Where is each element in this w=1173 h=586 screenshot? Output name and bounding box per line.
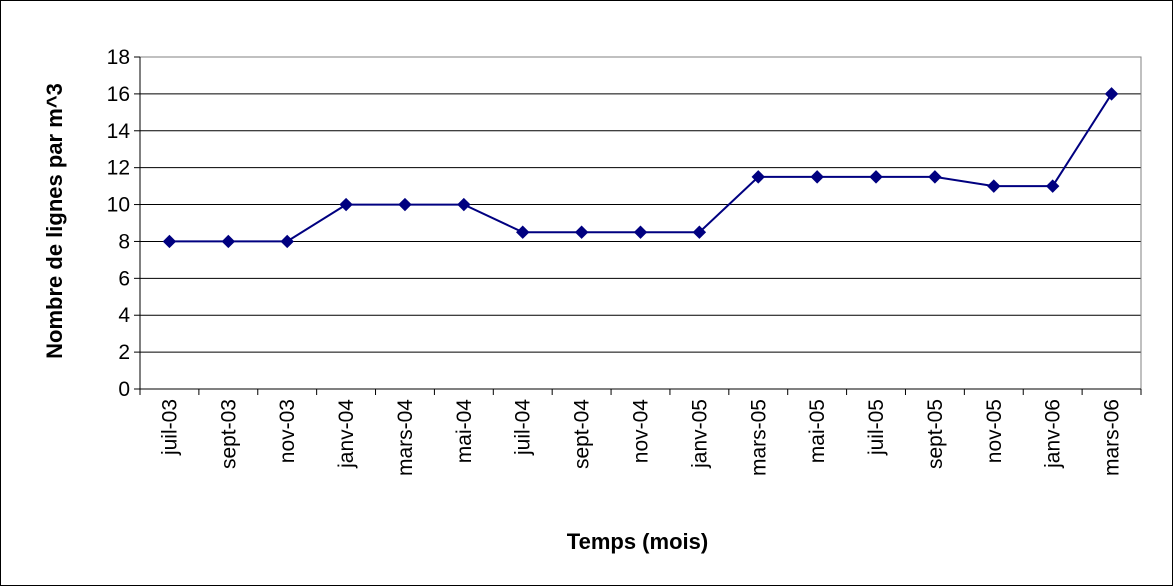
x-tick-label: janv-05 — [688, 399, 711, 469]
data-point-marker — [1045, 179, 1060, 193]
x-tick-label: mai-05 — [806, 399, 829, 463]
y-tick-label: 16 — [107, 83, 130, 106]
x-tick-label: sept-04 — [571, 399, 594, 469]
data-point-marker — [810, 170, 824, 184]
x-tick-label: juil-04 — [512, 399, 535, 456]
data-point-marker — [516, 225, 530, 239]
data-point-marker — [574, 225, 589, 239]
x-tick-label: nov-04 — [630, 399, 653, 464]
y-tick-label: 2 — [118, 341, 130, 364]
y-tick-label: 12 — [107, 157, 130, 180]
data-point-marker — [751, 170, 765, 184]
x-tick-label: sept-03 — [217, 399, 240, 469]
data-point-marker — [928, 170, 942, 184]
x-tick-label: sept-05 — [924, 399, 947, 469]
axes — [134, 56, 1142, 395]
data-point-marker — [398, 197, 412, 212]
x-axis-title: Temps (mois) — [567, 529, 708, 554]
y-tick-label: 8 — [118, 230, 130, 253]
y-tick-label: 0 — [118, 378, 130, 401]
data-point-marker — [339, 197, 353, 212]
plot-area — [139, 56, 1142, 390]
y-tick-label: 10 — [107, 194, 130, 217]
data-point-marker — [987, 179, 1001, 193]
x-tick-label: mars-05 — [747, 399, 770, 476]
gridlines — [140, 56, 1141, 353]
data-point-marker — [692, 225, 707, 239]
data-point-marker — [869, 170, 883, 184]
y-tick-labels: 0 2 4 6 8 10 12 14 16 18 — [107, 46, 131, 401]
data-point-marker — [221, 234, 236, 249]
x-tick-label: mai-04 — [453, 399, 476, 464]
data-point-marker — [457, 197, 471, 212]
x-tick-label: juil-05 — [865, 399, 888, 456]
y-tick-label: 18 — [107, 46, 130, 69]
x-tick-labels: juil-03 sept-03 nov-03 janv-04 mars-04 mai-04… — [158, 399, 1123, 476]
x-tick-label: nov-03 — [276, 399, 299, 463]
data-point-marker — [280, 234, 294, 249]
x-tick-label: juil-03 — [158, 399, 181, 456]
y-tick-label: 6 — [118, 267, 130, 290]
data-point-marker — [633, 225, 648, 239]
y-tick-label: 4 — [118, 304, 130, 327]
x-tick-label: janv-06 — [1042, 399, 1065, 469]
series-markers — [162, 87, 1119, 249]
x-tick-label: mars-06 — [1101, 399, 1124, 476]
data-point-marker — [1104, 87, 1119, 101]
x-tick-label: mars-04 — [394, 399, 417, 476]
y-tick-label: 14 — [107, 120, 131, 143]
x-tick-label: nov-05 — [983, 399, 1006, 463]
data-point-marker — [162, 234, 177, 249]
x-tick-label: janv-04 — [335, 399, 358, 469]
y-axis-title: Nombre de lignes par m^3 — [42, 83, 67, 359]
